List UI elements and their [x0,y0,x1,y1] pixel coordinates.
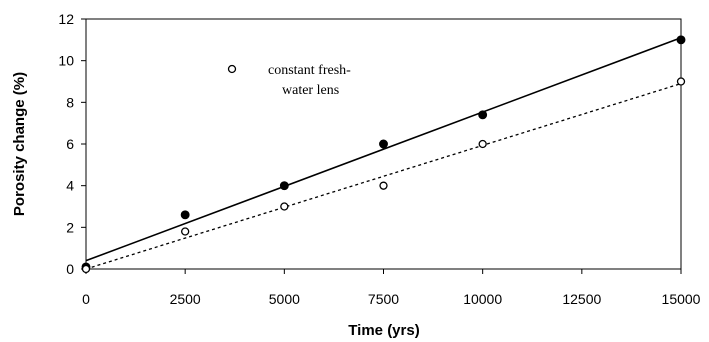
x-axis-title: Time (yrs) [348,322,419,339]
filled-data-point [676,35,686,45]
open-series-trendline [85,82,682,270]
x-axis-ticks: 0 2500 5000 7500 10000 12500 15000 [82,269,701,307]
x-tick-label: 12500 [562,291,601,307]
filled-data-point [478,110,488,120]
legend-open-circle-marker [227,64,237,74]
legend-text-line-2: water lens [282,83,339,98]
trend-lines [85,37,682,270]
x-tick-label: 10000 [463,291,502,307]
y-tick-label: 4 [66,178,74,194]
filled-data-point [279,181,289,191]
open-data-point [379,181,388,190]
filled-series-trendline [85,37,682,262]
x-tick-label: 15000 [662,291,701,307]
y-axis-ticks: 0 2 4 6 8 10 12 [58,11,86,277]
legend-text-line-1: constant fresh- [268,63,351,78]
open-data-point [81,264,91,274]
filled-data-point [180,210,190,220]
x-tick-label: 5000 [269,291,300,307]
filled-data-point [379,139,388,149]
y-tick-label: 12 [58,11,74,27]
open-data-point [280,202,289,211]
x-tick-label: 7500 [368,291,399,307]
y-tick-label: 8 [66,94,74,110]
y-tick-label: 10 [58,53,74,69]
open-data-point [478,139,487,149]
y-tick-label: 0 [66,261,74,277]
y-tick-label: 6 [66,136,74,152]
x-tick-label: 2500 [170,291,201,307]
legend: constant fresh- water lens [227,63,351,98]
y-tick-label: 2 [66,219,74,235]
y-axis-title: Porosity change (%) [11,72,28,216]
x-tick-label: 0 [82,291,90,307]
open-data-point [676,77,686,86]
open-data-point [181,227,190,236]
data-points [81,35,686,274]
